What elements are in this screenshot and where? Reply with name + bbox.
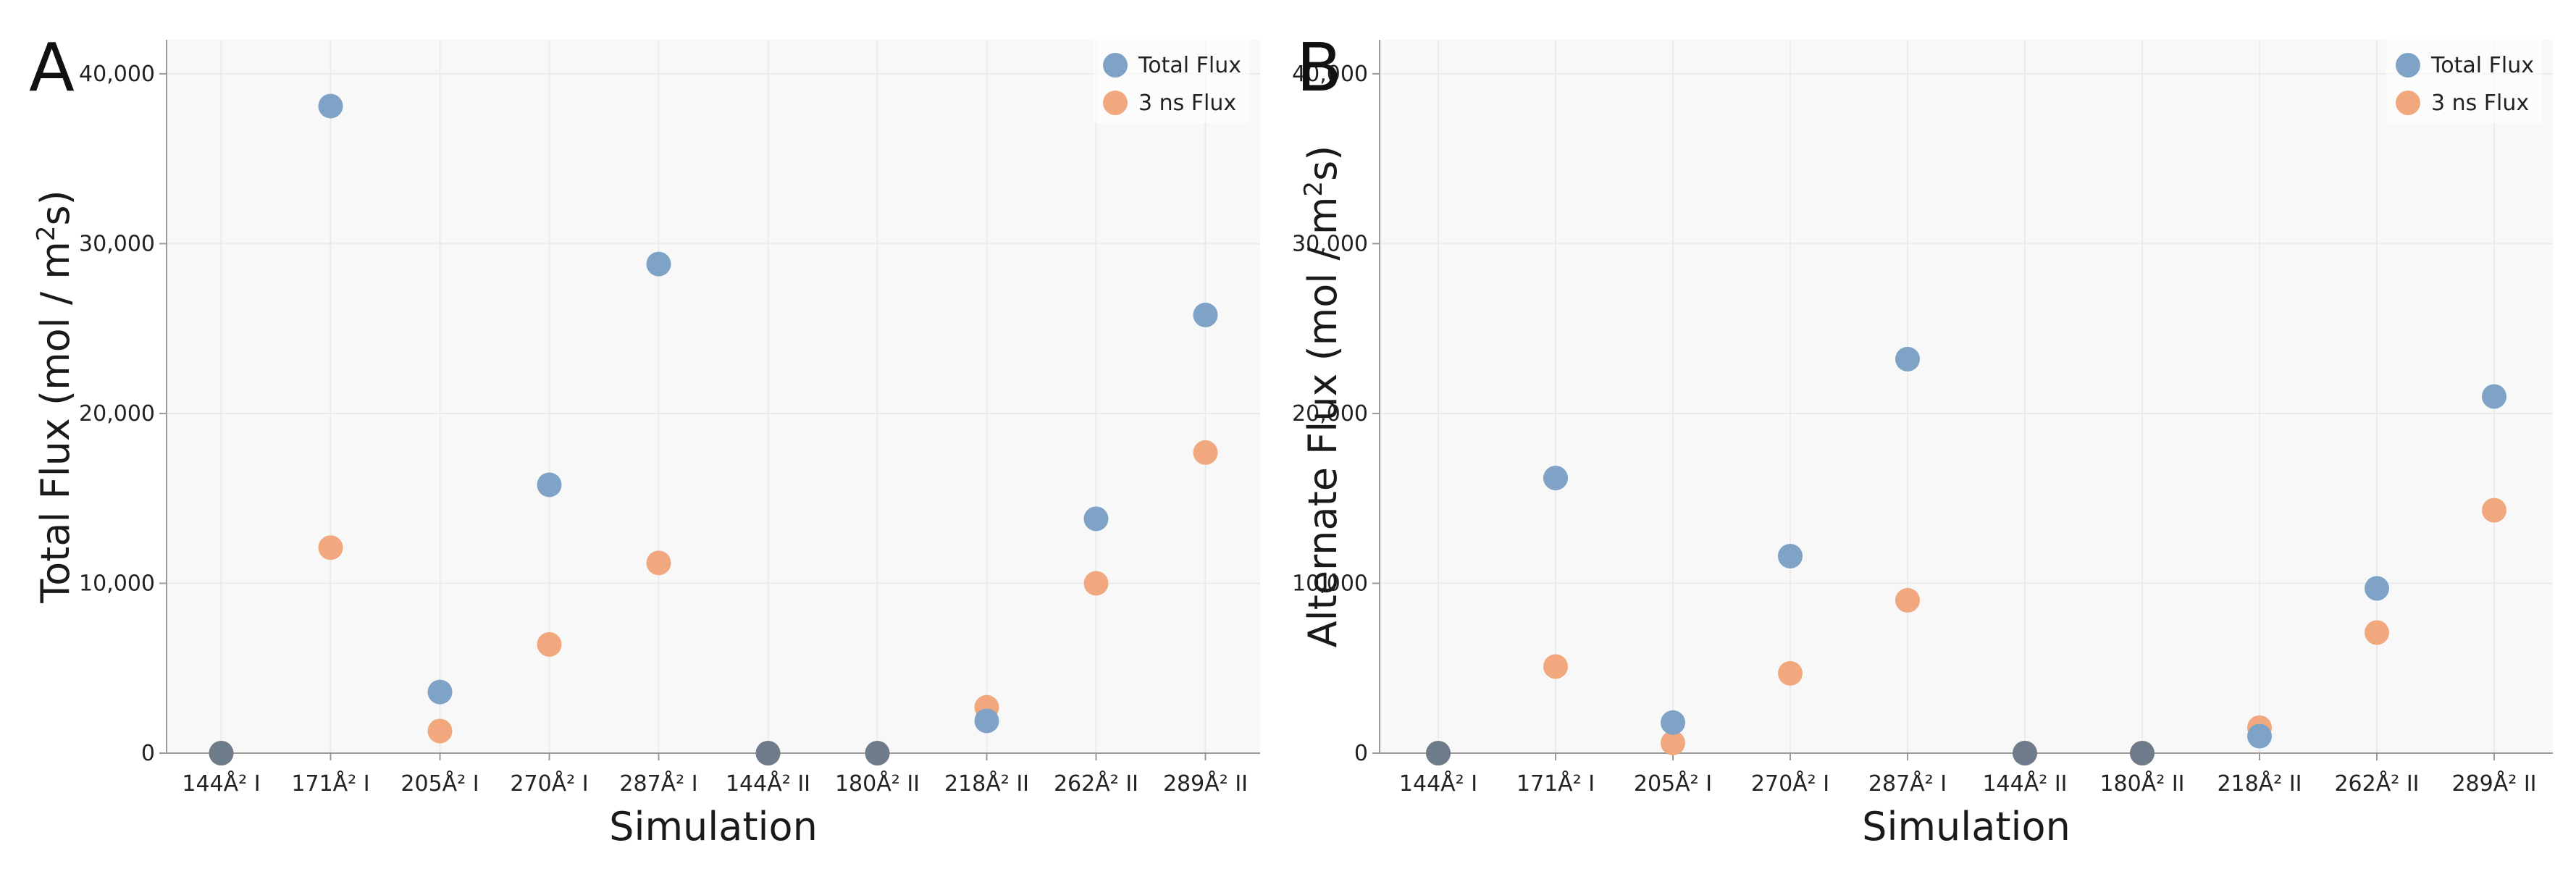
x-tick-label: 205Å² I xyxy=(400,771,479,797)
x-tick-label: 218Å² II xyxy=(2217,771,2302,797)
x-axis-title: Simulation xyxy=(609,804,818,849)
legend-label: 3 ns Flux xyxy=(2431,91,2529,116)
legend-marker xyxy=(1103,53,1128,77)
point-3ns-flux xyxy=(1083,571,1109,596)
x-tick-label: 262Å² II xyxy=(2334,771,2419,797)
point-total-flux xyxy=(646,251,671,277)
y-tick-label: 0 xyxy=(1354,741,1368,766)
point-total-flux xyxy=(537,472,562,498)
point-total-flux xyxy=(318,93,343,119)
panel-letter: A xyxy=(29,29,75,106)
point-3ns-flux xyxy=(1543,654,1568,679)
x-tick-label: 180Å² II xyxy=(835,771,920,797)
point-3ns-flux xyxy=(537,631,562,657)
y-axis-title-main: Alternate Flux (mol / m xyxy=(1300,197,1346,648)
x-tick-label: 171Å² I xyxy=(291,771,369,797)
point-3ns-flux xyxy=(2482,498,2506,523)
y-tick-label: 40,000 xyxy=(79,62,155,87)
point-total-flux xyxy=(427,679,453,705)
point-total-flux xyxy=(865,741,890,765)
point-total-flux xyxy=(2013,741,2037,765)
point-total-flux xyxy=(2247,723,2272,749)
y-axis-title-main: Total Flux (mol / m xyxy=(33,241,78,604)
panel-b: 0 10,000 20,000 30,000 40,000 144Å² I 171Å² I 2… xyxy=(1292,29,2553,849)
y-tick-label: 30,000 xyxy=(1292,231,1368,256)
point-total-flux xyxy=(1661,710,1685,735)
x-tick-label: 144Å² I xyxy=(1399,771,1477,797)
point-3ns-flux xyxy=(318,535,343,561)
x-tick-label: 262Å² II xyxy=(1054,771,1138,797)
x-tick-label: 180Å² II xyxy=(2099,771,2184,797)
y-axis-title-tail: s) xyxy=(33,190,78,225)
point-total-flux xyxy=(2130,741,2155,765)
x-tick-label: 144Å² I xyxy=(182,771,260,797)
x-tick-label: 287Å² I xyxy=(1868,771,1947,797)
point-3ns-flux xyxy=(1661,730,1685,755)
x-tick-label: 144Å² II xyxy=(1982,771,2067,797)
legend-label: 3 ns Flux xyxy=(1138,91,1236,116)
panel-letter: B xyxy=(1296,29,1342,106)
point-3ns-flux xyxy=(646,550,671,576)
y-tick-label: 0 xyxy=(141,741,155,766)
point-total-flux xyxy=(1895,346,1920,371)
x-tick-label: 270Å² I xyxy=(1751,771,1829,797)
point-3ns-flux xyxy=(2365,620,2389,645)
point-total-flux xyxy=(1543,466,1568,491)
x-tick-label: 144Å² II xyxy=(726,771,810,797)
y-axis-title: Alternate Flux (mol / m2s) xyxy=(1299,146,1346,648)
point-3ns-flux xyxy=(427,718,453,744)
y-tick-label: 10,000 xyxy=(1292,571,1368,596)
y-tick-label: 10,000 xyxy=(79,571,155,596)
y-axis-title-tail: s) xyxy=(1300,146,1346,181)
y-tick-label: 20,000 xyxy=(79,401,155,427)
plot-area xyxy=(167,40,1260,753)
x-tick-label: 287Å² I xyxy=(619,771,697,797)
legend-marker xyxy=(2396,53,2420,77)
point-total-flux xyxy=(2482,384,2506,409)
y-tick-label: 30,000 xyxy=(79,231,155,256)
point-total-flux xyxy=(209,741,234,765)
x-tick-label: 270Å² I xyxy=(510,771,588,797)
legend-marker xyxy=(1103,91,1128,115)
y-axis-title-superscript: 2 xyxy=(1299,181,1328,197)
x-tick-label: 218Å² II xyxy=(944,771,1029,797)
point-3ns-flux xyxy=(1895,587,1920,613)
point-total-flux xyxy=(974,708,999,734)
x-tick-label: 289Å² II xyxy=(1163,771,1248,797)
legend-label: Total Flux xyxy=(2430,53,2534,78)
point-total-flux xyxy=(2365,576,2389,601)
point-total-flux xyxy=(1778,543,1803,568)
plot-area xyxy=(1380,40,2553,753)
point-3ns-flux xyxy=(1778,660,1803,686)
point-3ns-flux xyxy=(1193,440,1218,465)
point-total-flux xyxy=(1083,506,1109,532)
point-total-flux xyxy=(1426,741,1451,765)
y-tick-label: 40,000 xyxy=(1292,62,1368,87)
y-tick-label: 20,000 xyxy=(1292,401,1368,427)
x-tick-label: 205Å² I xyxy=(1634,771,1712,797)
x-tick-label: 171Å² I xyxy=(1516,771,1595,797)
point-total-flux xyxy=(755,741,781,765)
panel-a: 0 10,000 20,000 30,000 40,000 144Å² I 171Å² I 2… xyxy=(29,29,1260,849)
legend-label: Total Flux xyxy=(1138,53,1241,78)
x-axis-title: Simulation xyxy=(1862,804,2071,849)
point-total-flux xyxy=(1193,302,1218,327)
legend-marker xyxy=(2396,91,2420,115)
y-axis-title: Total Flux (mol / m2s) xyxy=(32,190,78,603)
y-axis-title-superscript: 2 xyxy=(32,226,61,242)
x-tick-label: 289Å² II xyxy=(2451,771,2536,797)
